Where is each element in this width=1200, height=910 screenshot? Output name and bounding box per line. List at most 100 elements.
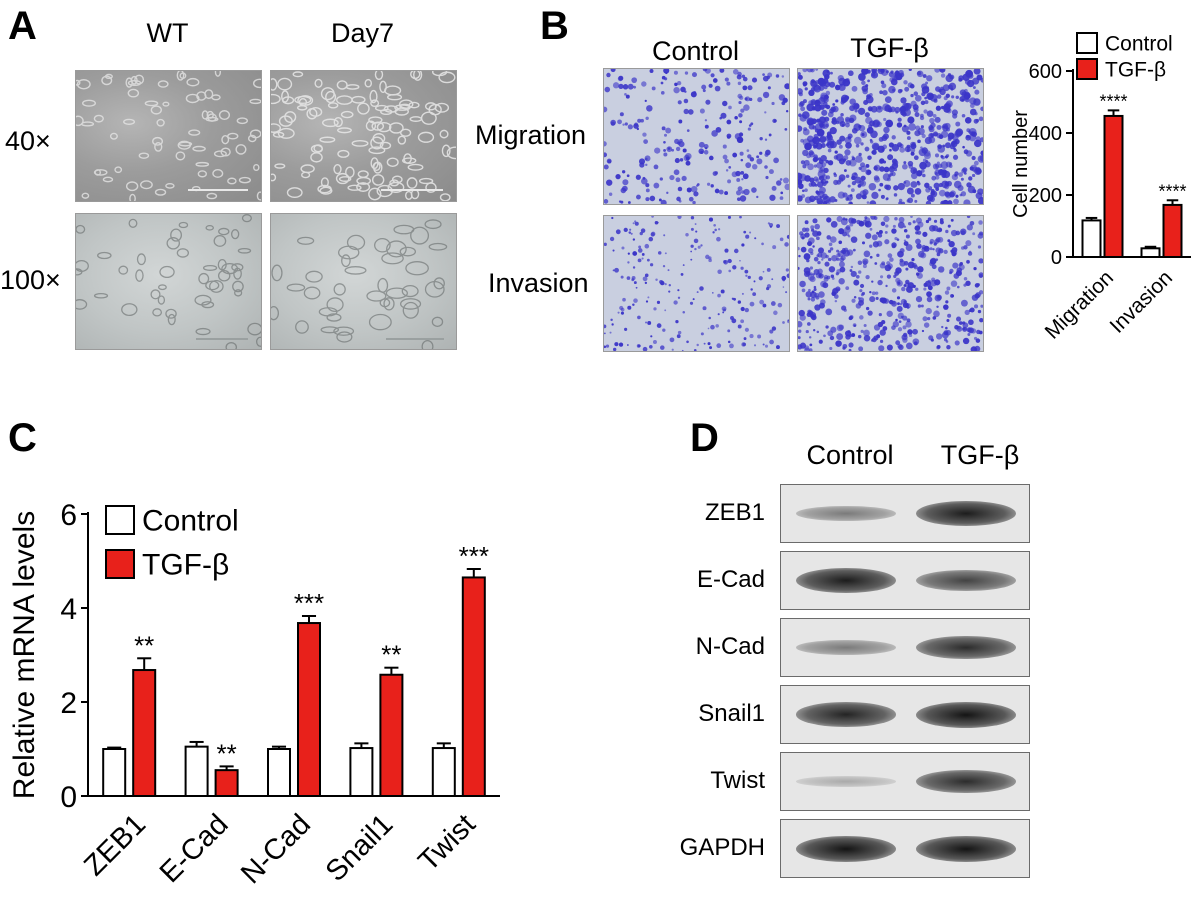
stain-mark	[666, 191, 669, 194]
stain-mark	[724, 158, 729, 164]
stain-mark	[645, 321, 648, 324]
stain-mark	[644, 243, 650, 249]
stain-mark	[850, 188, 855, 193]
stain-mark	[810, 181, 817, 187]
stain-mark	[808, 288, 811, 292]
stain-mark	[657, 251, 662, 255]
stain-mark	[652, 340, 657, 345]
cell-mark	[428, 242, 448, 251]
stain-mark	[835, 84, 839, 88]
cell-mark	[235, 144, 247, 155]
stain-mark	[807, 163, 814, 171]
stain-mark	[851, 333, 856, 337]
stain-mark	[858, 73, 866, 81]
stain-mark	[806, 258, 810, 263]
stain-mark	[835, 286, 841, 292]
cell-mark	[424, 280, 445, 298]
cell-mark	[212, 169, 224, 178]
stain-mark	[709, 346, 713, 350]
stain-mark	[954, 171, 959, 176]
stain-mark	[799, 314, 806, 321]
cell-mark	[165, 308, 177, 319]
stain-mark	[704, 69, 711, 74]
cell-mark	[82, 99, 96, 107]
cell-mark	[76, 224, 86, 234]
stain-mark	[966, 261, 970, 264]
stain-mark	[871, 142, 880, 151]
stain-mark	[634, 220, 637, 223]
legend-label: TGF-β	[142, 549, 229, 582]
stain-mark	[743, 337, 747, 341]
stain-mark	[662, 328, 666, 332]
stain-mark	[860, 329, 864, 333]
stain-mark	[714, 228, 717, 232]
stain-mark	[885, 224, 889, 228]
stain-mark	[937, 266, 945, 273]
stain-mark	[902, 325, 907, 330]
stain-mark	[711, 292, 714, 294]
stain-mark	[636, 194, 641, 200]
stain-mark	[609, 236, 615, 242]
stain-mark	[604, 106, 608, 113]
stain-mark	[885, 119, 894, 128]
stain-mark	[897, 327, 903, 332]
stain-mark	[746, 149, 750, 152]
stain-mark	[893, 185, 899, 191]
stain-mark	[830, 221, 838, 228]
stain-mark	[862, 69, 869, 75]
stain-mark	[864, 112, 870, 118]
bar-tgf	[132, 669, 157, 797]
stain-mark	[671, 348, 674, 351]
stain-mark	[855, 193, 863, 200]
stain-mark	[910, 93, 914, 98]
cell-mark	[434, 102, 450, 113]
stain-mark	[892, 75, 899, 82]
stain-mark	[895, 70, 900, 74]
stain-mark	[686, 129, 690, 132]
stain-mark	[667, 147, 671, 150]
stain-mark	[963, 94, 970, 101]
stain-mark	[861, 80, 866, 86]
stain-mark	[854, 109, 858, 113]
cell-mark	[351, 139, 369, 147]
stain-mark	[677, 330, 682, 335]
stain-mark	[698, 141, 705, 148]
y-tick-label: 400	[1029, 123, 1062, 145]
stain-mark	[838, 261, 845, 268]
cell-mark	[379, 80, 387, 94]
stain-mark	[802, 164, 807, 169]
stain-mark	[829, 81, 836, 88]
stain-mark	[968, 327, 974, 334]
stain-mark	[604, 324, 607, 329]
stain-mark	[944, 290, 950, 295]
stain-mark	[836, 333, 844, 341]
stain-mark	[881, 83, 887, 89]
cell-mark	[386, 240, 407, 258]
cell-mark	[118, 265, 129, 275]
stain-mark	[972, 77, 980, 85]
stain-mark	[963, 199, 971, 204]
stain-mark	[811, 290, 815, 294]
stain-mark	[697, 245, 701, 249]
cell-mark	[298, 98, 308, 107]
stain-mark	[899, 147, 906, 153]
stain-mark	[604, 332, 606, 335]
stain-mark	[646, 258, 650, 262]
stain-mark	[869, 244, 873, 248]
stain-mark	[633, 298, 638, 303]
stain-mark	[838, 174, 846, 181]
stain-mark	[886, 344, 893, 351]
stain-mark	[897, 221, 905, 229]
stain-mark	[779, 237, 784, 242]
stain-mark	[825, 143, 830, 147]
stain-mark	[930, 279, 938, 287]
stain-mark	[751, 187, 757, 193]
stain-mark	[734, 248, 739, 254]
stain-mark	[969, 220, 975, 226]
stain-mark	[813, 156, 819, 162]
stain-mark	[920, 169, 925, 173]
x-tick-label: ZEB1	[78, 808, 152, 882]
stain-mark	[835, 99, 839, 103]
stain-mark	[885, 70, 889, 74]
blot-strip	[780, 484, 1030, 543]
